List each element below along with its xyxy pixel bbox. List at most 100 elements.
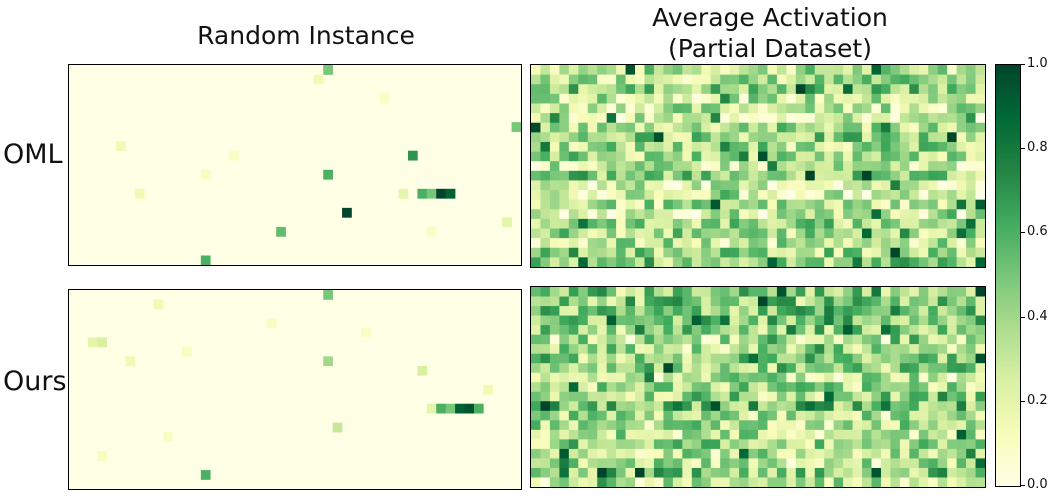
heatmap-cell xyxy=(616,334,626,345)
heatmap-cell xyxy=(531,353,541,364)
heatmap-cell xyxy=(975,382,985,393)
heatmap-cell xyxy=(616,132,626,143)
heatmap-cell xyxy=(531,448,541,459)
heatmap-cell xyxy=(947,448,957,459)
heatmap-cell xyxy=(531,306,541,316)
heatmap-cell xyxy=(833,382,844,393)
heatmap-cell xyxy=(625,84,636,95)
heatmap-cell xyxy=(720,170,730,181)
heatmap-cell xyxy=(937,391,948,402)
heatmap-cell xyxy=(862,344,872,354)
heatmap-cell xyxy=(776,353,787,364)
heatmap-cell xyxy=(918,467,929,478)
heatmap-cell xyxy=(871,334,882,345)
heatmap-cell xyxy=(786,170,797,181)
heatmap-cell xyxy=(748,151,759,162)
heatmap-cell xyxy=(635,151,645,162)
heatmap-cell xyxy=(776,190,787,200)
heatmap-cell xyxy=(767,325,778,335)
heatmap-cell xyxy=(776,296,787,307)
heatmap-cell xyxy=(748,257,759,267)
heatmap-cell xyxy=(644,247,655,258)
heatmap-cell xyxy=(937,325,948,335)
heatmap-cell xyxy=(956,170,967,181)
heatmap-cell xyxy=(928,93,939,104)
heatmap-cell xyxy=(758,238,768,249)
heatmap-cell xyxy=(975,372,985,383)
heatmap-cell xyxy=(559,247,570,258)
heatmap-cell xyxy=(729,113,740,124)
heatmap-cell xyxy=(758,228,768,239)
heatmap-cell xyxy=(975,180,985,191)
heatmap-cell xyxy=(937,315,948,326)
heatmap-cell xyxy=(701,391,712,402)
heatmap-cell xyxy=(748,180,759,191)
heatmap-cell xyxy=(635,218,645,229)
heatmap-cell xyxy=(843,439,853,450)
heatmap-cell xyxy=(975,84,985,95)
heatmap-cell xyxy=(871,170,882,181)
heatmap-cell xyxy=(691,391,702,402)
heatmap-cell xyxy=(710,132,721,143)
heatmap-cell xyxy=(805,325,816,335)
heatmap-cell xyxy=(975,238,985,249)
heatmap-cell xyxy=(956,132,967,143)
heatmap-cell xyxy=(966,84,976,95)
heatmap-cell xyxy=(824,199,834,210)
heatmap-cell xyxy=(880,391,891,402)
heatmap-cell xyxy=(323,169,333,180)
heatmap-cell xyxy=(899,122,910,133)
heatmap-cell xyxy=(710,190,721,200)
heatmap-cell xyxy=(625,458,636,469)
heatmap-cell xyxy=(758,467,768,478)
heatmap-cell xyxy=(616,344,626,354)
heatmap-cell xyxy=(937,287,948,297)
heatmap-cell xyxy=(625,401,636,412)
heatmap-cell xyxy=(691,467,702,478)
heatmap-cell xyxy=(880,334,891,345)
heatmap-cell xyxy=(635,238,645,249)
heatmap-cell xyxy=(758,103,768,114)
heatmap-cell xyxy=(947,238,957,249)
heatmap-cell xyxy=(786,391,797,402)
heatmap-cell xyxy=(663,353,674,364)
heatmap-cell xyxy=(956,287,967,297)
heatmap-cell xyxy=(975,325,985,335)
heatmap-cell xyxy=(682,84,693,95)
heatmap-cell xyxy=(587,199,598,210)
heatmap-cell xyxy=(795,161,806,172)
heatmap-cell xyxy=(578,257,589,267)
heatmap-cell xyxy=(701,382,712,393)
heatmap-cell xyxy=(597,372,607,383)
heatmap-cell xyxy=(587,363,598,374)
heatmap-cell xyxy=(956,325,967,335)
heatmap-cell xyxy=(701,228,712,239)
heatmap-cell xyxy=(531,287,541,297)
heatmap-cell xyxy=(635,113,645,124)
heatmap-cell xyxy=(880,74,891,85)
heatmap-cell xyxy=(540,93,551,104)
heatmap-cell xyxy=(880,363,891,374)
heatmap-cell xyxy=(833,448,844,459)
heatmap-cell xyxy=(909,228,920,239)
heatmap-cell xyxy=(880,420,891,431)
heatmap-cell xyxy=(909,93,920,104)
heatmap-cell xyxy=(795,180,806,191)
heatmap-cell xyxy=(748,439,759,450)
heatmap-cell xyxy=(871,344,882,354)
heatmap-cell xyxy=(559,410,570,421)
heatmap-cell xyxy=(880,180,891,191)
heatmap-cell xyxy=(862,306,872,316)
heatmap-cell xyxy=(625,170,636,181)
heatmap-cell xyxy=(531,103,541,114)
heatmap-cell xyxy=(947,218,957,229)
heatmap-cell xyxy=(672,296,683,307)
title-random-instance: Random Instance xyxy=(197,21,415,50)
heatmap-cell xyxy=(691,93,702,104)
heatmap-cell xyxy=(739,238,749,249)
heatmap-cell xyxy=(587,420,598,431)
heatmap-cell xyxy=(824,103,834,114)
heatmap-cell xyxy=(776,161,787,172)
heatmap-cell xyxy=(880,458,891,469)
heatmap-cell xyxy=(786,257,797,267)
